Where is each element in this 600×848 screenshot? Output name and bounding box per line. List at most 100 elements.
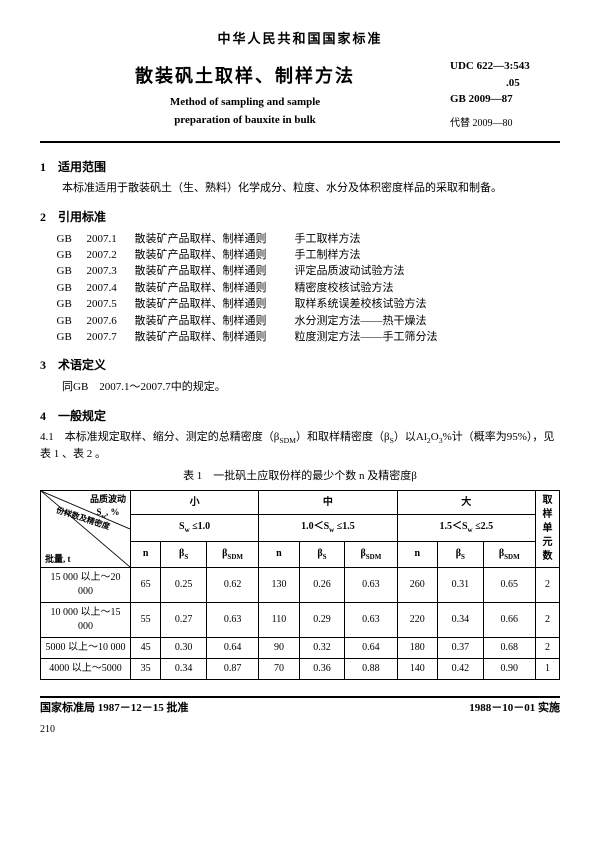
- section-2-head: 2 引用标准: [40, 209, 560, 226]
- cell: 0.63: [206, 603, 258, 638]
- section-4-1: 4.1 本标准规定取样、缩分、测定的总精密度（βSDM）和取样精密度（βS）以A…: [40, 430, 560, 462]
- footer-left: 国家标准局 1987－12－15 批准: [40, 701, 189, 716]
- cell: 130: [259, 568, 299, 603]
- unit-cell: 1: [536, 659, 560, 680]
- row-label: 4000 以上～5000: [41, 659, 131, 680]
- range-large: 1.5＜Sw ≤2.5: [397, 515, 535, 541]
- cell: 260: [397, 568, 437, 603]
- footer-right: 1988－10－01 实施: [469, 701, 560, 716]
- ref-prefix: GB: [57, 330, 87, 345]
- cell: 35: [131, 659, 161, 680]
- ref-title: 散装矿产品取样、制样通则: [135, 264, 295, 279]
- subhead-sub_n: n: [397, 541, 437, 567]
- cell: 0.25: [161, 568, 207, 603]
- cell: 0.31: [438, 568, 484, 603]
- replace-code: 代替 2009—80: [450, 116, 560, 131]
- subhead-sub_bsdm: βSDM: [345, 541, 397, 567]
- section-3-body: 同GB 2007.1～2007.7中的规定。: [40, 380, 560, 395]
- ref-title: 散装矿产品取样、制样通则: [135, 248, 295, 263]
- reference-row: GB2007.3散装矿产品取样、制样通则评定品质波动试验方法: [57, 264, 561, 279]
- ref-desc: 取样系统误差校核试验方法: [295, 297, 561, 312]
- ref-prefix: GB: [57, 248, 87, 263]
- reference-row: GB2007.5散装矿产品取样、制样通则取样系统误差校核试验方法: [57, 297, 561, 312]
- reference-row: GB2007.7散装矿产品取样、制样通则粒度测定方法——手工筛分法: [57, 330, 561, 345]
- ref-num: 2007.3: [87, 264, 135, 279]
- footer: 国家标准局 1987－12－15 批准 1988－10－01 实施: [40, 696, 560, 716]
- cell: 0.37: [438, 638, 484, 659]
- table-row: 4000 以上～5000350.340.87700.360.881400.420…: [41, 659, 560, 680]
- cell: 0.42: [438, 659, 484, 680]
- row-label: 5000 以上～10 000: [41, 638, 131, 659]
- col-large: 大: [397, 491, 535, 515]
- cell: 0.63: [345, 568, 397, 603]
- udc-code-1: UDC 622—3:543: [450, 58, 560, 75]
- cell: 0.30: [161, 638, 207, 659]
- subhead-sub_bs: βS: [438, 541, 484, 567]
- cell: 0.64: [206, 638, 258, 659]
- cell: 0.26: [299, 568, 345, 603]
- gb-code: GB 2009—87: [450, 91, 560, 108]
- ref-num: 2007.4: [87, 281, 135, 296]
- cell: 0.66: [483, 603, 535, 638]
- cell: 45: [131, 638, 161, 659]
- ref-num: 2007.2: [87, 248, 135, 263]
- unit-cell: 2: [536, 568, 560, 603]
- table-header-row-1: 品质波动Sw, % 份样数及精密度 批量, t 小 中 大 取样单元数: [41, 491, 560, 515]
- reference-row: GB2007.4散装矿产品取样、制样通则精密度校核试验方法: [57, 281, 561, 296]
- ref-num: 2007.1: [87, 232, 135, 247]
- ref-desc: 评定品质波动试验方法: [295, 264, 561, 279]
- section-3-head: 3 术语定义: [40, 357, 560, 374]
- subhead-sub_bs: βS: [299, 541, 345, 567]
- cell: 0.64: [345, 638, 397, 659]
- ref-title: 散装矿产品取样、制样通则: [135, 330, 295, 345]
- cell: 0.68: [483, 638, 535, 659]
- unit-cell: 2: [536, 638, 560, 659]
- cell: 0.65: [483, 568, 535, 603]
- page-number: 210: [40, 723, 560, 737]
- section-1-head: 1 适用范围: [40, 159, 560, 176]
- ref-prefix: GB: [57, 281, 87, 296]
- title-codes: UDC 622—3:543 .05 GB 2009—87 代替 2009—80: [450, 58, 560, 131]
- cell: 140: [397, 659, 437, 680]
- cell: 0.36: [299, 659, 345, 680]
- range-small: Sw ≤1.0: [131, 515, 259, 541]
- diagonal-header-cell: 品质波动Sw, % 份样数及精密度 批量, t: [41, 491, 131, 568]
- ref-prefix: GB: [57, 314, 87, 329]
- table-row: 15 000 以上～20 000650.250.621300.260.63260…: [41, 568, 560, 603]
- ref-desc: 手工制样方法: [295, 248, 561, 263]
- cell: 0.63: [345, 603, 397, 638]
- cell: 0.62: [206, 568, 258, 603]
- subhead-sub_n: n: [131, 541, 161, 567]
- col-mid: 中: [259, 491, 397, 515]
- title-chinese: 散装矾土取样、制样方法: [40, 64, 450, 89]
- table-1-caption: 表 1 一批矾土应取份样的最少个数 n 及精密度β: [40, 469, 560, 484]
- col-small: 小: [131, 491, 259, 515]
- ref-desc: 水分测定方法——热干燥法: [295, 314, 561, 329]
- subhead-sub_n: n: [259, 541, 299, 567]
- title-center: 散装矾土取样、制样方法 Method of sampling and sampl…: [40, 58, 450, 130]
- cell: 70: [259, 659, 299, 680]
- cell: 110: [259, 603, 299, 638]
- title-english-2: preparation of bauxite in bulk: [40, 113, 450, 128]
- ref-desc: 粒度测定方法——手工筛分法: [295, 330, 561, 345]
- title-english-1: Method of sampling and sample: [40, 95, 450, 110]
- cell: 0.88: [345, 659, 397, 680]
- cell: 180: [397, 638, 437, 659]
- ref-title: 散装矿产品取样、制样通则: [135, 281, 295, 296]
- ref-num: 2007.6: [87, 314, 135, 329]
- document-page: 中华人民共和国国家标准 散装矾土取样、制样方法 Method of sampli…: [0, 0, 600, 757]
- table-1: 品质波动Sw, % 份样数及精密度 批量, t 小 中 大 取样单元数 Sw ≤…: [40, 490, 560, 680]
- diag-bot-label: 批量, t: [45, 553, 71, 566]
- cell: 0.34: [438, 603, 484, 638]
- table-row: 5000 以上～10 000450.300.64900.320.641800.3…: [41, 638, 560, 659]
- cell: 90: [259, 638, 299, 659]
- row-label: 10 000 以上～15 000: [41, 603, 131, 638]
- cell: 55: [131, 603, 161, 638]
- reference-list: GB2007.1散装矿产品取样、制样通则手工取样方法GB2007.2散装矿产品取…: [57, 232, 561, 346]
- ref-desc: 手工取样方法: [295, 232, 561, 247]
- section-4-head: 4 一般规定: [40, 408, 560, 425]
- subhead-sub_bsdm: βSDM: [206, 541, 258, 567]
- cell: 0.32: [299, 638, 345, 659]
- header: 中华人民共和国国家标准: [40, 30, 560, 48]
- reference-row: GB2007.2散装矿产品取样、制样通则手工制样方法: [57, 248, 561, 263]
